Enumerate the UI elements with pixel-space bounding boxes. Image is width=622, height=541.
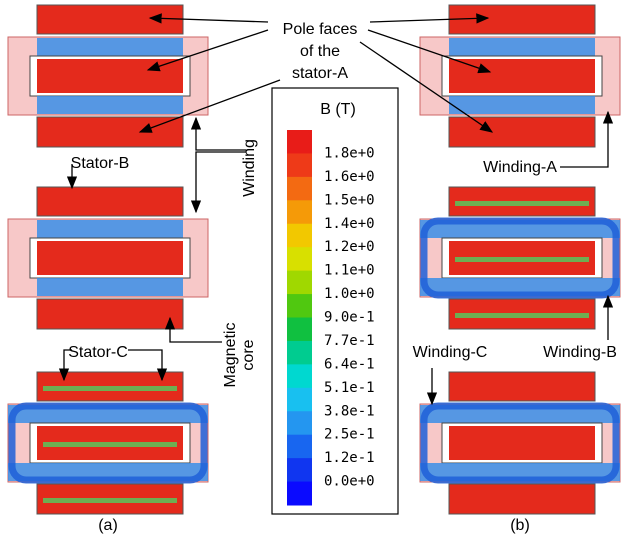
colorbar-title: B (T) [320,101,356,118]
field-streak [455,257,589,262]
stator-block [449,5,595,34]
stator-block [37,5,183,34]
field-streak [43,498,177,503]
field-streak [455,201,589,206]
flux-band [37,278,183,296]
flux-band [449,38,595,56]
color-swatch [287,388,312,412]
colorbar-label: 1.2e+0 [324,239,375,255]
annotation: Stator-B [71,155,130,172]
color-swatch [287,411,312,435]
core-field [37,59,183,93]
field-streak [43,442,177,447]
color-swatch [287,153,312,177]
colorbar-label: 0.0e+0 [324,474,375,490]
colorbar-label: 9.0e-1 [324,310,375,326]
core-field [37,241,183,275]
caption: (a) [98,517,118,534]
annotation: of the [300,43,340,60]
color-swatch [287,458,312,482]
annotation: Winding [241,139,258,197]
stator-block [449,484,595,514]
flux-band [37,220,183,238]
colorbar-label: 7.7e-1 [324,333,375,349]
stator-block [37,299,183,329]
core-field [449,59,595,93]
annotation: Winding-B [543,344,617,361]
colorbar-label: 1.6e+0 [324,169,375,185]
colorbar-label: 6.4e-1 [324,356,375,372]
field-streak [43,386,177,391]
core-field [449,426,595,460]
annotation: Pole faces [283,21,358,38]
colorbar-label: 1.1e+0 [324,263,375,279]
color-swatch [287,482,312,506]
annotation: Stator-C [68,344,128,361]
color-swatch [287,294,312,318]
annotation: Winding-A [483,159,557,176]
color-swatch [287,177,312,201]
annotation: Magnetic [222,323,239,388]
color-swatch [287,318,312,342]
annotation: Winding-C [413,344,488,361]
flux-band [449,96,595,114]
stator-block [37,187,183,216]
color-swatch [287,247,312,271]
figure: 1.8e+0 1.6e+0 1.5e+0 1.4e+0 1.2e+0 1.1e+0 1.0e… [0,0,622,541]
annotation: stator-A [292,65,348,82]
flux-band [37,38,183,56]
colorbar-label: 1.8e+0 [324,145,375,161]
colorbar-label: 1.0e+0 [324,286,375,302]
flux-band [37,96,183,114]
stator-block [449,372,595,401]
color-swatch [287,224,312,248]
annotation: core [240,339,257,370]
colorbar-label: 1.4e+0 [324,216,375,232]
color-swatch [287,435,312,459]
color-swatch [287,341,312,365]
colorbar-label: 3.8e-1 [324,403,375,419]
stator-block [37,117,183,147]
color-swatch [287,200,312,224]
colorbar-label: 1.5e+0 [324,192,375,208]
stator-block [449,117,595,147]
field-streak [455,313,589,318]
colorbar-label: 2.5e-1 [324,427,375,443]
color-swatch [287,271,312,295]
color-swatch [287,364,312,388]
caption: (b) [510,517,530,534]
color-swatch [287,130,312,154]
colorbar-label: 5.1e-1 [324,380,375,396]
colorbar-label: 1.2e-1 [324,450,375,466]
